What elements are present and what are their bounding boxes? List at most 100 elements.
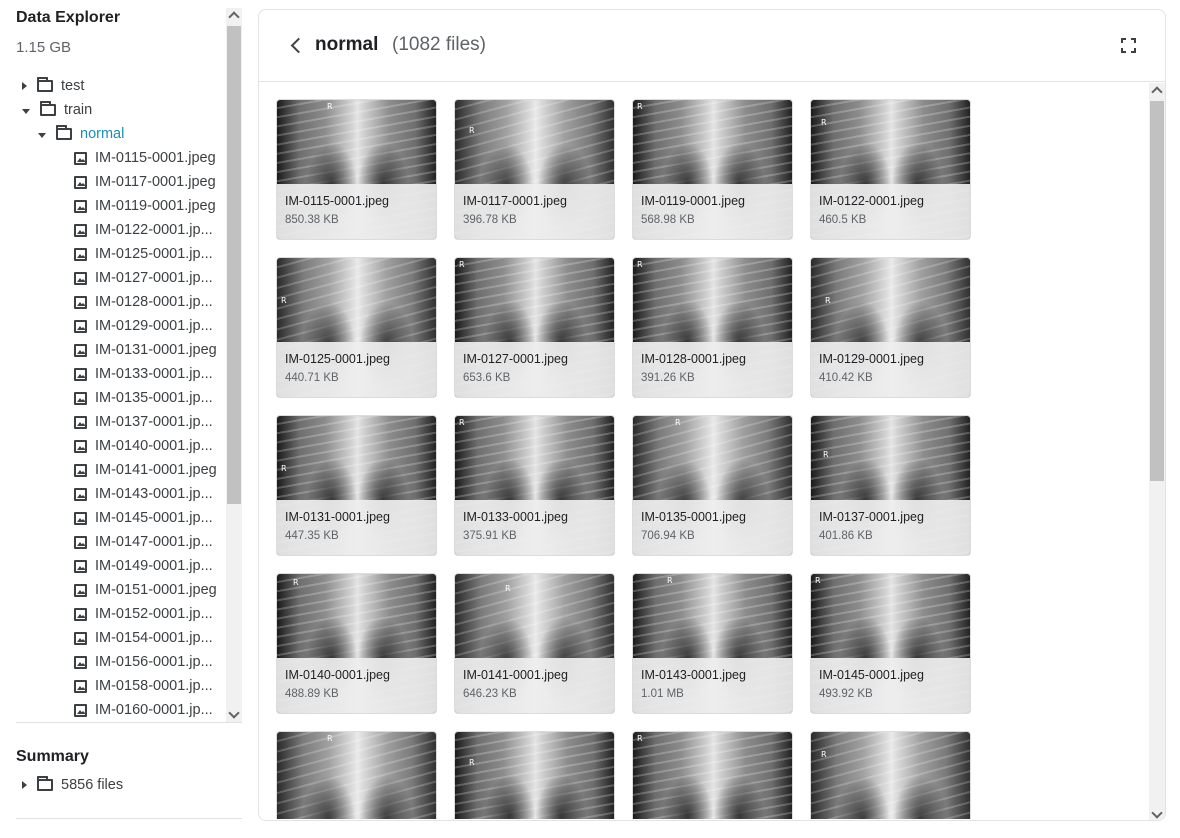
xray-thumbnail: R [811, 732, 970, 819]
image-card[interactable]: R [276, 731, 437, 819]
image-card[interactable]: R IM-0129-0001.jpeg 410.42 KB [810, 257, 971, 398]
tree-file-item[interactable]: IM-0127-0001.jp... [74, 266, 221, 290]
card-file-size: 850.38 KB [285, 214, 339, 226]
divider [16, 818, 242, 819]
image-card[interactable]: R IM-0137-0001.jpeg 401.86 KB [810, 415, 971, 556]
xray-side-marker: R [637, 260, 643, 269]
tree-file-item[interactable]: IM-0122-0001.jp... [74, 218, 221, 242]
card-caption: IM-0145-0001.jpeg 493.92 KB [811, 658, 970, 713]
tree-file-item[interactable]: IM-0143-0001.jp... [74, 482, 221, 506]
xray-side-marker: R [637, 734, 643, 743]
caret-right-icon[interactable] [22, 82, 27, 90]
image-card[interactable]: R IM-0127-0001.jpeg 653.6 KB [454, 257, 615, 398]
tree-file-item[interactable]: IM-0151-0001.jpeg [74, 578, 221, 602]
image-card[interactable]: R IM-0122-0001.jpeg 460.5 KB [810, 99, 971, 240]
image-card[interactable]: R IM-0131-0001.jpeg 447.35 KB [276, 415, 437, 556]
tree-file-item[interactable]: IM-0131-0001.jpeg [74, 338, 221, 362]
scroll-down-icon[interactable] [228, 707, 240, 719]
tree-file-item[interactable]: IM-0129-0001.jp... [74, 314, 221, 338]
card-file-name: IM-0129-0001.jpeg [819, 352, 924, 366]
card-file-name: IM-0135-0001.jpeg [641, 510, 746, 524]
tree-file-label: IM-0128-0001.jp... [95, 294, 213, 310]
tree-folder-normal[interactable]: normal [38, 122, 124, 146]
xray-side-marker: R [327, 102, 333, 111]
card-file-name: IM-0127-0001.jpeg [463, 352, 568, 366]
fullscreen-icon-corner [1131, 38, 1136, 43]
image-card[interactable]: R IM-0141-0001.jpeg 646.23 KB [454, 573, 615, 714]
card-caption: IM-0125-0001.jpeg 440.71 KB [277, 342, 436, 397]
image-card[interactable]: R IM-0135-0001.jpeg 706.94 KB [632, 415, 793, 556]
tree-file-label: IM-0149-0001.jp... [95, 558, 213, 574]
image-card[interactable]: R IM-0128-0001.jpeg 391.26 KB [632, 257, 793, 398]
image-card[interactable]: R IM-0117-0001.jpeg 396.78 KB [454, 99, 615, 240]
tree-file-item[interactable]: IM-0154-0001.jp... [74, 626, 221, 650]
tree-file-item[interactable]: IM-0140-0001.jp... [74, 434, 221, 458]
tree-file-item[interactable]: IM-0133-0001.jp... [74, 362, 221, 386]
tree-file-item[interactable]: IM-0152-0001.jp... [74, 602, 221, 626]
image-card[interactable]: R IM-0140-0001.jpeg 488.89 KB [276, 573, 437, 714]
dataset-size: 1.15 GB [16, 39, 72, 56]
tree-file-label: IM-0137-0001.jp... [95, 414, 213, 430]
tree-file-item[interactable]: IM-0137-0001.jp... [74, 410, 221, 434]
tree-file-label: IM-0127-0001.jp... [95, 270, 213, 286]
tree-file-item[interactable]: IM-0160-0001.jp... [74, 698, 221, 722]
tree-folder-label: test [61, 78, 85, 94]
summary-files-row[interactable]: 5856 files [22, 773, 123, 797]
tree-file-item[interactable]: IM-0119-0001.jpeg [74, 194, 221, 218]
image-file-icon [74, 247, 87, 261]
image-card[interactable]: R IM-0125-0001.jpeg 440.71 KB [276, 257, 437, 398]
tree-folder-test[interactable]: test [22, 74, 84, 98]
card-file-size: 440.71 KB [285, 372, 339, 384]
folder-icon [37, 77, 53, 92]
card-caption: IM-0127-0001.jpeg 653.6 KB [455, 342, 614, 397]
image-card[interactable]: R IM-0133-0001.jpeg 375.91 KB [454, 415, 615, 556]
xray-side-marker: R [459, 260, 465, 269]
tree-file-label: IM-0158-0001.jp... [95, 678, 213, 694]
image-card[interactable]: R IM-0143-0001.jpeg 1.01 MB [632, 573, 793, 714]
tree-file-item[interactable]: IM-0125-0001.jp... [74, 242, 221, 266]
tree-file-label: IM-0152-0001.jp... [95, 606, 213, 622]
tree-file-item[interactable]: IM-0149-0001.jp... [74, 554, 221, 578]
panel-header: normal (1082 files) [259, 10, 1165, 82]
scroll-up-icon[interactable] [1151, 86, 1163, 98]
tree-file-item[interactable]: IM-0117-0001.jpeg [74, 170, 221, 194]
xray-thumbnail: R [633, 732, 792, 819]
image-file-icon [74, 295, 87, 309]
caret-down-icon[interactable] [38, 132, 46, 138]
image-card[interactable]: R [632, 731, 793, 819]
caret-right-icon[interactable] [22, 781, 27, 789]
scroll-up-icon[interactable] [228, 11, 240, 23]
grid-scrollbar[interactable] [1149, 83, 1165, 820]
file-preview-panel: normal (1082 files) R IM-0115-0001.jpeg 85… [258, 9, 1166, 821]
scroll-down-icon[interactable] [1151, 807, 1163, 819]
card-file-size: 401.86 KB [819, 530, 873, 542]
sidebar-scrollbar[interactable] [226, 8, 242, 722]
tree-file-item[interactable]: IM-0141-0001.jpeg [74, 458, 221, 482]
card-file-name: IM-0119-0001.jpeg [641, 194, 746, 208]
image-card[interactable]: R IM-0145-0001.jpeg 493.92 KB [810, 573, 971, 714]
image-card[interactable]: R [454, 731, 615, 819]
scrollbar-thumb[interactable] [1150, 101, 1164, 481]
image-card[interactable]: R IM-0119-0001.jpeg 568.98 KB [632, 99, 793, 240]
scrollbar-thumb[interactable] [227, 26, 241, 504]
fullscreen-icon-corner [1121, 48, 1126, 53]
image-card[interactable]: R IM-0115-0001.jpeg 850.38 KB [276, 99, 437, 240]
tree-file-item[interactable]: IM-0128-0001.jp... [74, 290, 221, 314]
tree-file-item[interactable]: IM-0145-0001.jp... [74, 506, 221, 530]
tree-file-item[interactable]: IM-0158-0001.jp... [74, 674, 221, 698]
xray-side-marker: R [505, 584, 511, 593]
tree-file-item[interactable]: IM-0156-0001.jp... [74, 650, 221, 674]
caret-down-icon[interactable] [22, 108, 30, 114]
tree-file-item[interactable]: IM-0147-0001.jp... [74, 530, 221, 554]
xray-side-marker: R [281, 464, 287, 473]
tree-folder-train[interactable]: train [22, 98, 92, 122]
image-card[interactable]: R [810, 731, 971, 819]
tree-file-label: IM-0122-0001.jp... [95, 222, 213, 238]
card-file-size: 646.23 KB [463, 688, 517, 700]
fullscreen-button[interactable] [1121, 38, 1136, 53]
tree-file-item[interactable]: IM-0135-0001.jp... [74, 386, 221, 410]
back-button[interactable] [289, 37, 303, 55]
tree-file-label: IM-0115-0001.jpeg [95, 150, 216, 166]
tree-file-item[interactable]: IM-0115-0001.jpeg [74, 146, 221, 170]
image-file-icon [74, 655, 87, 669]
